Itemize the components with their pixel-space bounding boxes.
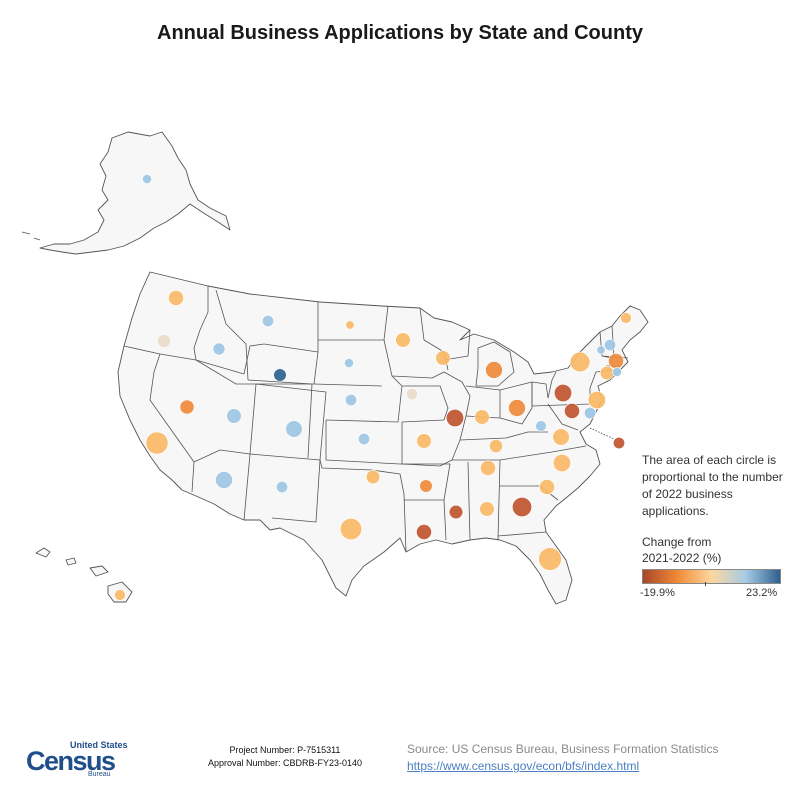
bubble-maryland[interactable]: Maryland bbox=[564, 403, 580, 419]
census-logo: United States Census Bureau bbox=[26, 740, 128, 778]
bubble-louisiana[interactable]: Louisiana bbox=[416, 524, 432, 540]
hawaii-island-2 bbox=[65, 557, 77, 566]
legend-color-bar bbox=[642, 569, 781, 584]
bubble-utah[interactable]: Utah bbox=[226, 408, 242, 424]
bubble-arizona[interactable]: Arizona bbox=[215, 471, 233, 489]
bubble-new-york[interactable]: New York bbox=[569, 351, 591, 373]
bubble-texas[interactable]: Texas bbox=[339, 517, 362, 540]
bubble-district-of-columbia[interactable]: District of Columbia bbox=[612, 436, 625, 449]
project-number: Project Number: P-7515311 bbox=[229, 745, 341, 755]
logo-top-text: United States bbox=[70, 740, 128, 750]
alaska-shape bbox=[39, 131, 231, 255]
logo-sub-text: Bureau bbox=[88, 771, 111, 778]
bubble-tennessee[interactable]: Tennessee bbox=[480, 460, 496, 476]
bubble-south-carolina[interactable]: South Carolina bbox=[539, 479, 555, 495]
bubble-oregon[interactable]: Oregon bbox=[157, 334, 171, 348]
bubble-north-carolina[interactable]: North Carolina bbox=[552, 453, 571, 472]
bubble-west-virginia[interactable]: West Virginia bbox=[535, 420, 547, 432]
bubble-nevada[interactable]: Nevada bbox=[179, 399, 195, 415]
bubble-missouri[interactable]: Missouri bbox=[416, 433, 432, 449]
bubble-vermont[interactable]: Vermont bbox=[596, 345, 606, 355]
bubble-new-hampshire[interactable]: New Hampshire bbox=[603, 338, 616, 351]
bubble-north-dakota[interactable]: North Dakota bbox=[345, 320, 355, 330]
bubble-iowa[interactable]: Iowa bbox=[405, 387, 418, 400]
bubble-south-dakota[interactable]: South Dakota bbox=[344, 358, 354, 368]
bubble-connecticut[interactable]: Connecticut bbox=[599, 365, 615, 381]
bubble-illinois[interactable]: Illinois bbox=[445, 408, 464, 427]
legend-max-label: 23.2% bbox=[746, 587, 778, 599]
bubble-oklahoma[interactable]: Oklahoma bbox=[365, 469, 381, 485]
bubble-wyoming[interactable]: Wyoming bbox=[273, 368, 287, 382]
bubble-wisconsin[interactable]: Wisconsin bbox=[435, 350, 451, 366]
legend-title-line1: Change from bbox=[642, 535, 712, 549]
bubble-kansas[interactable]: Kansas bbox=[357, 432, 370, 445]
project-info: Project Number: P-7515311 Approval Numbe… bbox=[190, 744, 380, 770]
legend-title-line2: 2021-2022 (%) bbox=[642, 551, 722, 565]
bubble-arkansas[interactable]: Arkansas bbox=[419, 479, 433, 493]
logo-main-text: Census bbox=[26, 746, 116, 776]
source-block: Source: US Census Bureau, Business Forma… bbox=[407, 741, 718, 775]
bubble-maine[interactable]: Maine bbox=[620, 312, 632, 324]
bubble-montana[interactable]: Montana bbox=[261, 314, 274, 327]
bubble-washington[interactable]: Washington bbox=[168, 290, 184, 306]
bubble-indiana[interactable]: Indiana bbox=[474, 409, 490, 425]
bubble-new-jersey[interactable]: New Jersey bbox=[587, 390, 606, 409]
bubble-colorado[interactable]: Colorado bbox=[285, 420, 303, 438]
bubble-california[interactable]: California bbox=[145, 431, 169, 455]
bubble-rhode-island[interactable]: Rhode Island bbox=[612, 367, 622, 377]
bubble-michigan[interactable]: Michigan bbox=[485, 361, 503, 379]
map-title: Annual Business Applications by State an… bbox=[157, 22, 643, 44]
hawaii-island-3 bbox=[89, 565, 109, 577]
bubble-ohio[interactable]: Ohio bbox=[508, 399, 526, 417]
bubble-kentucky[interactable]: Kentucky bbox=[489, 439, 503, 453]
source-link[interactable]: https://www.census.gov/econ/bfs/index.ht… bbox=[407, 759, 640, 773]
bubble-florida[interactable]: Florida bbox=[538, 547, 562, 571]
bubble-massachusetts[interactable]: Massachusetts bbox=[608, 353, 624, 369]
legend-zero-tick bbox=[705, 582, 706, 586]
bubble-minnesota[interactable]: Minnesota bbox=[395, 332, 411, 348]
aleutian-islands bbox=[21, 231, 41, 241]
bubble-layer: Florida California Texas New York Georgia Ill… bbox=[114, 174, 632, 601]
dc-leader-line bbox=[589, 427, 617, 441]
bubble-alaska[interactable]: Alaska bbox=[142, 174, 152, 184]
bubble-hawaii[interactable]: Hawaii bbox=[114, 589, 126, 601]
bubble-pennsylvania[interactable]: Pennsylvania bbox=[553, 383, 572, 402]
bubble-idaho[interactable]: Idaho bbox=[212, 342, 226, 356]
bubble-nebraska[interactable]: Nebraska bbox=[344, 393, 357, 406]
bubble-new-mexico[interactable]: New Mexico bbox=[275, 480, 288, 493]
hawaii-island-1 bbox=[35, 547, 51, 558]
bubble-alabama[interactable]: Alabama bbox=[479, 501, 495, 517]
legend-title: Change from 2021-2022 (%) bbox=[642, 534, 792, 566]
legend-min-label: -19.9% bbox=[640, 587, 675, 599]
source-text: Source: US Census Bureau, Business Forma… bbox=[407, 742, 719, 756]
bubble-delaware[interactable]: Delaware bbox=[583, 406, 596, 419]
bubble-mississippi[interactable]: Mississippi bbox=[448, 504, 464, 520]
bubble-georgia[interactable]: Georgia bbox=[511, 496, 532, 517]
bubble-virginia[interactable]: Virginia bbox=[552, 428, 570, 446]
approval-number: Approval Number: CBDRB-FY23-0140 bbox=[207, 758, 363, 768]
legend-note: The area of each circle is proportional … bbox=[642, 453, 783, 518]
